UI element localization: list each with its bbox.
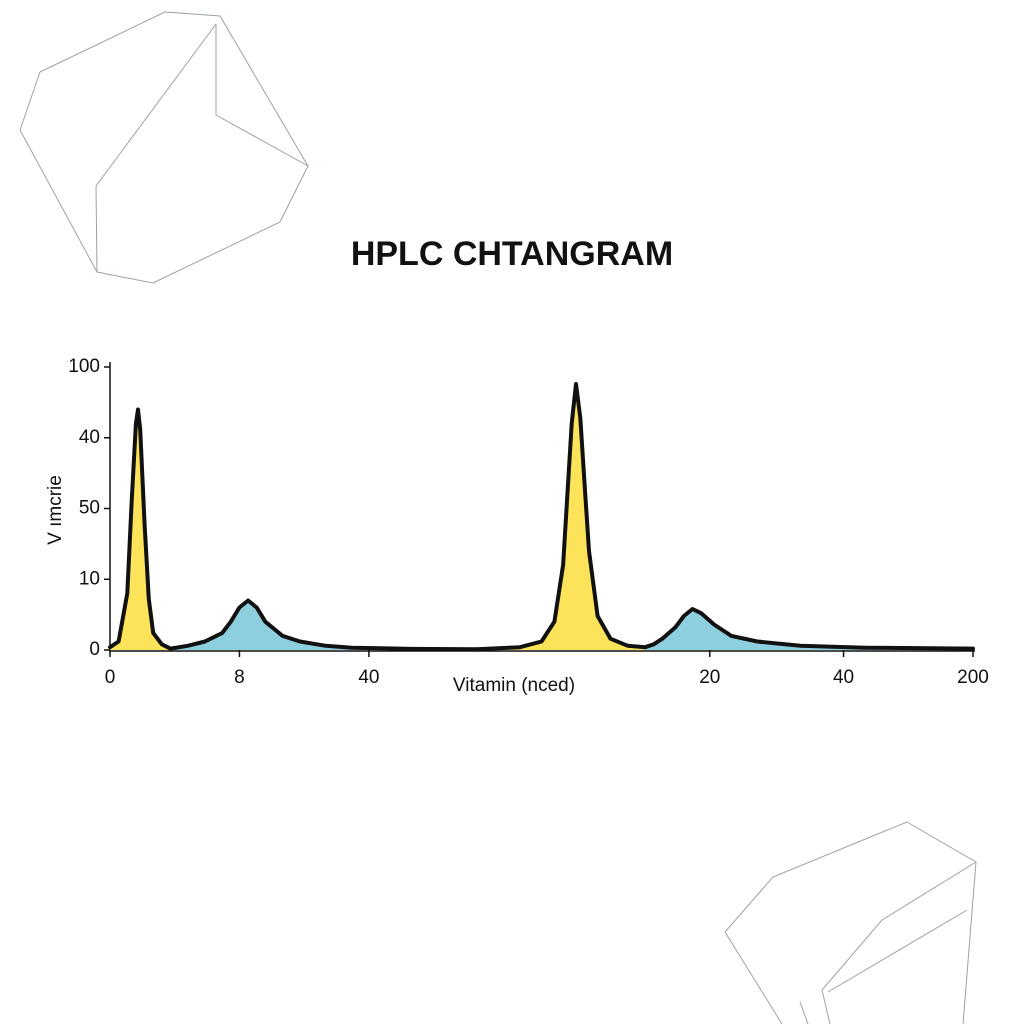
x-tick-label: 200	[957, 667, 989, 688]
y-tick-label: 0	[89, 639, 100, 660]
trace-line	[474, 382, 648, 652]
decoration	[19, 11, 977, 1024]
y-tick-label: 50	[79, 498, 100, 519]
peak-area	[476, 384, 646, 650]
y-tick-label: 10	[79, 568, 100, 589]
peak-area	[170, 600, 477, 650]
y-axis-label: V ımcrie	[45, 475, 66, 545]
chart-title: HPLC CHTANGRAM	[351, 235, 673, 273]
y-tick-label: 40	[79, 427, 100, 448]
trace-line	[643, 607, 975, 651]
x-axis-label: Vitamin (nced)	[453, 675, 575, 696]
peak-area	[110, 409, 171, 650]
x-tick-label: 0	[105, 667, 116, 688]
x-tick-label: 8	[234, 667, 245, 688]
trace-line	[108, 407, 173, 651]
x-tick-label: 40	[833, 667, 854, 688]
y-tick-label: 100	[68, 356, 100, 377]
x-tick-label: 40	[358, 667, 379, 688]
trace-line	[168, 598, 479, 652]
peak-area	[645, 609, 973, 650]
x-tick-label: 20	[699, 667, 720, 688]
